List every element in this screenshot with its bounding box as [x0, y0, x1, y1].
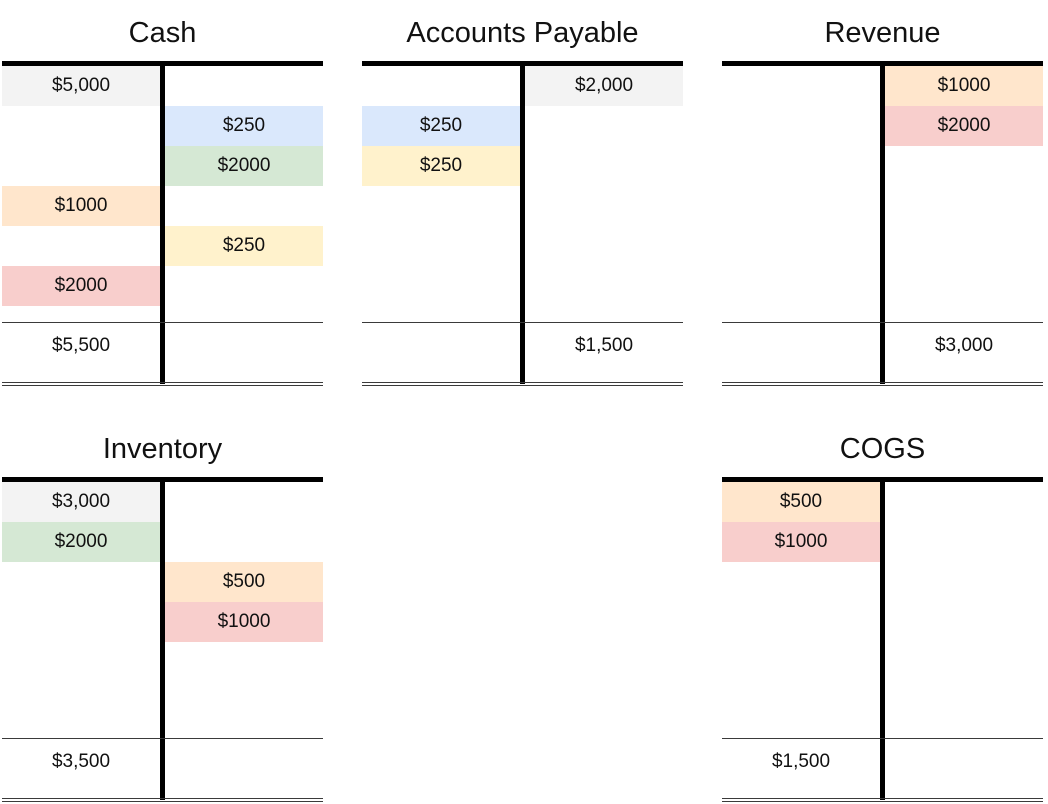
total-line [722, 322, 1043, 323]
t-account-inventory: Inventory $3,000 $2000 $500 $1000 $3,500 [2, 421, 323, 802]
credit-entry: $250 [165, 226, 323, 266]
double-underline [722, 382, 1043, 386]
t-account-revenue: Revenue $1000 $2000 $3,000 [722, 5, 1043, 386]
total-line [722, 738, 1043, 739]
balance-credit: $1,500 [574, 335, 634, 356]
account-center-rule [160, 482, 165, 800]
credit-entry: $1000 [885, 66, 1043, 106]
t-account-cogs: COGS $500 $1000 $1,500 [722, 421, 1043, 802]
double-underline [2, 382, 323, 386]
account-top-rule [2, 61, 323, 66]
account-title: Revenue [824, 17, 941, 49]
account-center-rule [880, 66, 885, 384]
account-center-rule [880, 482, 885, 800]
account-top-rule [362, 61, 683, 66]
debit-entry: $5,000 [2, 66, 160, 106]
debit-entry: $3,000 [2, 482, 160, 522]
debit-entry: $1000 [2, 186, 160, 226]
account-top-rule [722, 61, 1043, 66]
t-account-cash: Cash $5,000 $250 $2000 $1000 $250 $2000 $5,500 [2, 5, 323, 386]
debit-entry: $250 [362, 146, 520, 186]
account-title: Inventory [102, 433, 223, 465]
total-line [2, 322, 323, 323]
debit-entry: $1000 [722, 522, 880, 562]
debit-entry: $2000 [2, 266, 160, 306]
t-account-accounts-payable: Accounts Payable $2,000 $250 $250 $1,500 [362, 5, 683, 386]
account-top-rule [722, 477, 1043, 482]
account-center-rule [520, 66, 525, 384]
credit-entry: $500 [165, 562, 323, 602]
credit-entry: $250 [165, 106, 323, 146]
account-title: Accounts Payable [406, 17, 639, 49]
double-underline [722, 798, 1043, 802]
balance-debit: $3,500 [51, 751, 111, 772]
double-underline [2, 798, 323, 802]
total-line [362, 322, 683, 323]
account-title: COGS [839, 433, 926, 465]
balance-debit: $5,500 [51, 335, 111, 356]
account-center-rule [160, 66, 165, 384]
debit-entry: $250 [362, 106, 520, 146]
credit-entry: $1000 [165, 602, 323, 642]
balance-credit: $3,000 [934, 335, 994, 356]
total-line [2, 738, 323, 739]
debit-entry: $2000 [2, 522, 160, 562]
credit-entry: $2,000 [525, 66, 683, 106]
account-title: Cash [128, 17, 197, 49]
debit-entry: $500 [722, 482, 880, 522]
credit-entry: $2000 [165, 146, 323, 186]
credit-entry: $2000 [885, 106, 1043, 146]
balance-debit: $1,500 [771, 751, 831, 772]
double-underline [362, 382, 683, 386]
account-top-rule [2, 477, 323, 482]
